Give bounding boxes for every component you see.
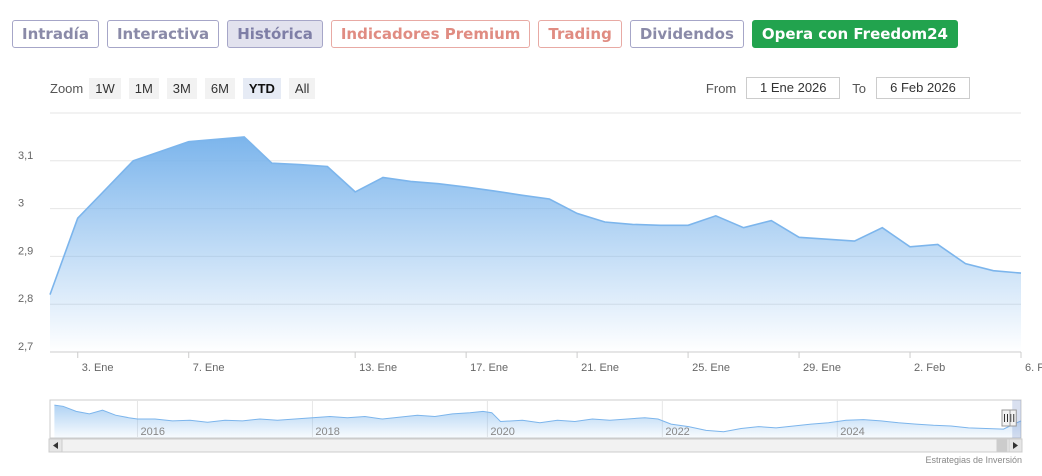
y-tick-label: 3 — [18, 198, 24, 210]
navigator-tick-label: 2018 — [315, 426, 339, 438]
zoom-3m-button[interactable]: 3M — [166, 78, 197, 99]
y-axis: 2,7 2,8 2,9 3 3,1 — [18, 150, 33, 353]
navigator-handle-right[interactable] — [1001, 409, 1011, 427]
navigator-tick-label: 2020 — [490, 426, 514, 438]
zoom-6m-button[interactable]: 6M — [204, 78, 235, 99]
navigator-tick-label: 2024 — [840, 426, 864, 438]
arrow-right-icon — [1013, 442, 1018, 449]
navigator-area — [54, 405, 1021, 438]
x-tick-label: 6. Feb — [1025, 362, 1042, 374]
x-tick-label: 7. Ene — [193, 362, 225, 374]
from-date-input[interactable]: 1 Ene 2026 — [746, 77, 841, 99]
area-series — [49, 136, 1022, 352]
zoom-all-button[interactable]: All — [288, 78, 316, 99]
tab-intrad-a[interactable]: Intradía — [12, 20, 99, 48]
navigator[interactable]: 2016 2018 2020 2022 2024 — [49, 399, 1022, 439]
scrollbar-thumb[interactable] — [996, 439, 1008, 452]
x-tick-label: 17. Ene — [470, 362, 508, 374]
arrow-left-icon — [53, 442, 58, 449]
credits[interactable]: Estrategias de Inversión — [925, 455, 1022, 465]
x-tick-label: 29. Ene — [803, 362, 841, 374]
zoom-ytd-button[interactable]: YTD — [242, 78, 281, 99]
zoom-1w-button[interactable]: 1W — [89, 78, 121, 99]
from-label: From — [705, 80, 737, 96]
zoom-selector: Zoom 1W 1M 3M 6M YTD All — [50, 78, 323, 99]
y-tick-label: 2,8 — [18, 293, 33, 305]
tab-dividendos[interactable]: Dividendos — [629, 20, 744, 48]
x-tick-label: 3. Ene — [82, 362, 114, 374]
tab-hist-rica[interactable]: Histórica — [227, 20, 323, 48]
x-tick-label: 13. Ene — [359, 362, 397, 374]
x-axis: 3. Ene 7. Ene 13. Ene 17. Ene 21. Ene 25. Ene… — [50, 351, 1042, 374]
x-tick-label: 21. Ene — [581, 362, 619, 374]
scrollbar-track — [48, 438, 1023, 453]
x-tick-label: 2. Feb — [914, 362, 945, 374]
to-label: To — [852, 80, 866, 96]
tab-interactiva[interactable]: Interactiva — [106, 20, 220, 48]
tab-opera-con-freedom24[interactable]: Opera con Freedom24 — [751, 20, 958, 48]
navigator-tick-label: 2022 — [665, 426, 689, 438]
y-tick-label: 2,7 — [18, 341, 33, 353]
date-range: From 1 Ene 2026 To 6 Feb 2026 — [706, 77, 982, 99]
x-tick-label: 25. Ene — [692, 362, 730, 374]
to-date-input[interactable]: 6 Feb 2026 — [876, 77, 970, 99]
series-area — [50, 136, 1021, 352]
navigator-tick-label: 2016 — [140, 426, 164, 438]
zoom-1m-button[interactable]: 1M — [128, 78, 159, 99]
navigator-line — [54, 404, 1022, 433]
y-tick-label: 3,1 — [18, 150, 33, 162]
scrollbar[interactable] — [48, 438, 1023, 453]
tab-indicadores-premium[interactable]: Indicadores Premium — [330, 20, 531, 48]
chart-tabs: Intradía Interactiva Histórica Indicadores … — [12, 20, 958, 48]
zoom-label: Zoom — [50, 81, 84, 96]
series-line — [49, 136, 1022, 295]
tab-trading[interactable]: Trading — [538, 20, 622, 48]
y-tick-label: 2,9 — [18, 245, 33, 257]
